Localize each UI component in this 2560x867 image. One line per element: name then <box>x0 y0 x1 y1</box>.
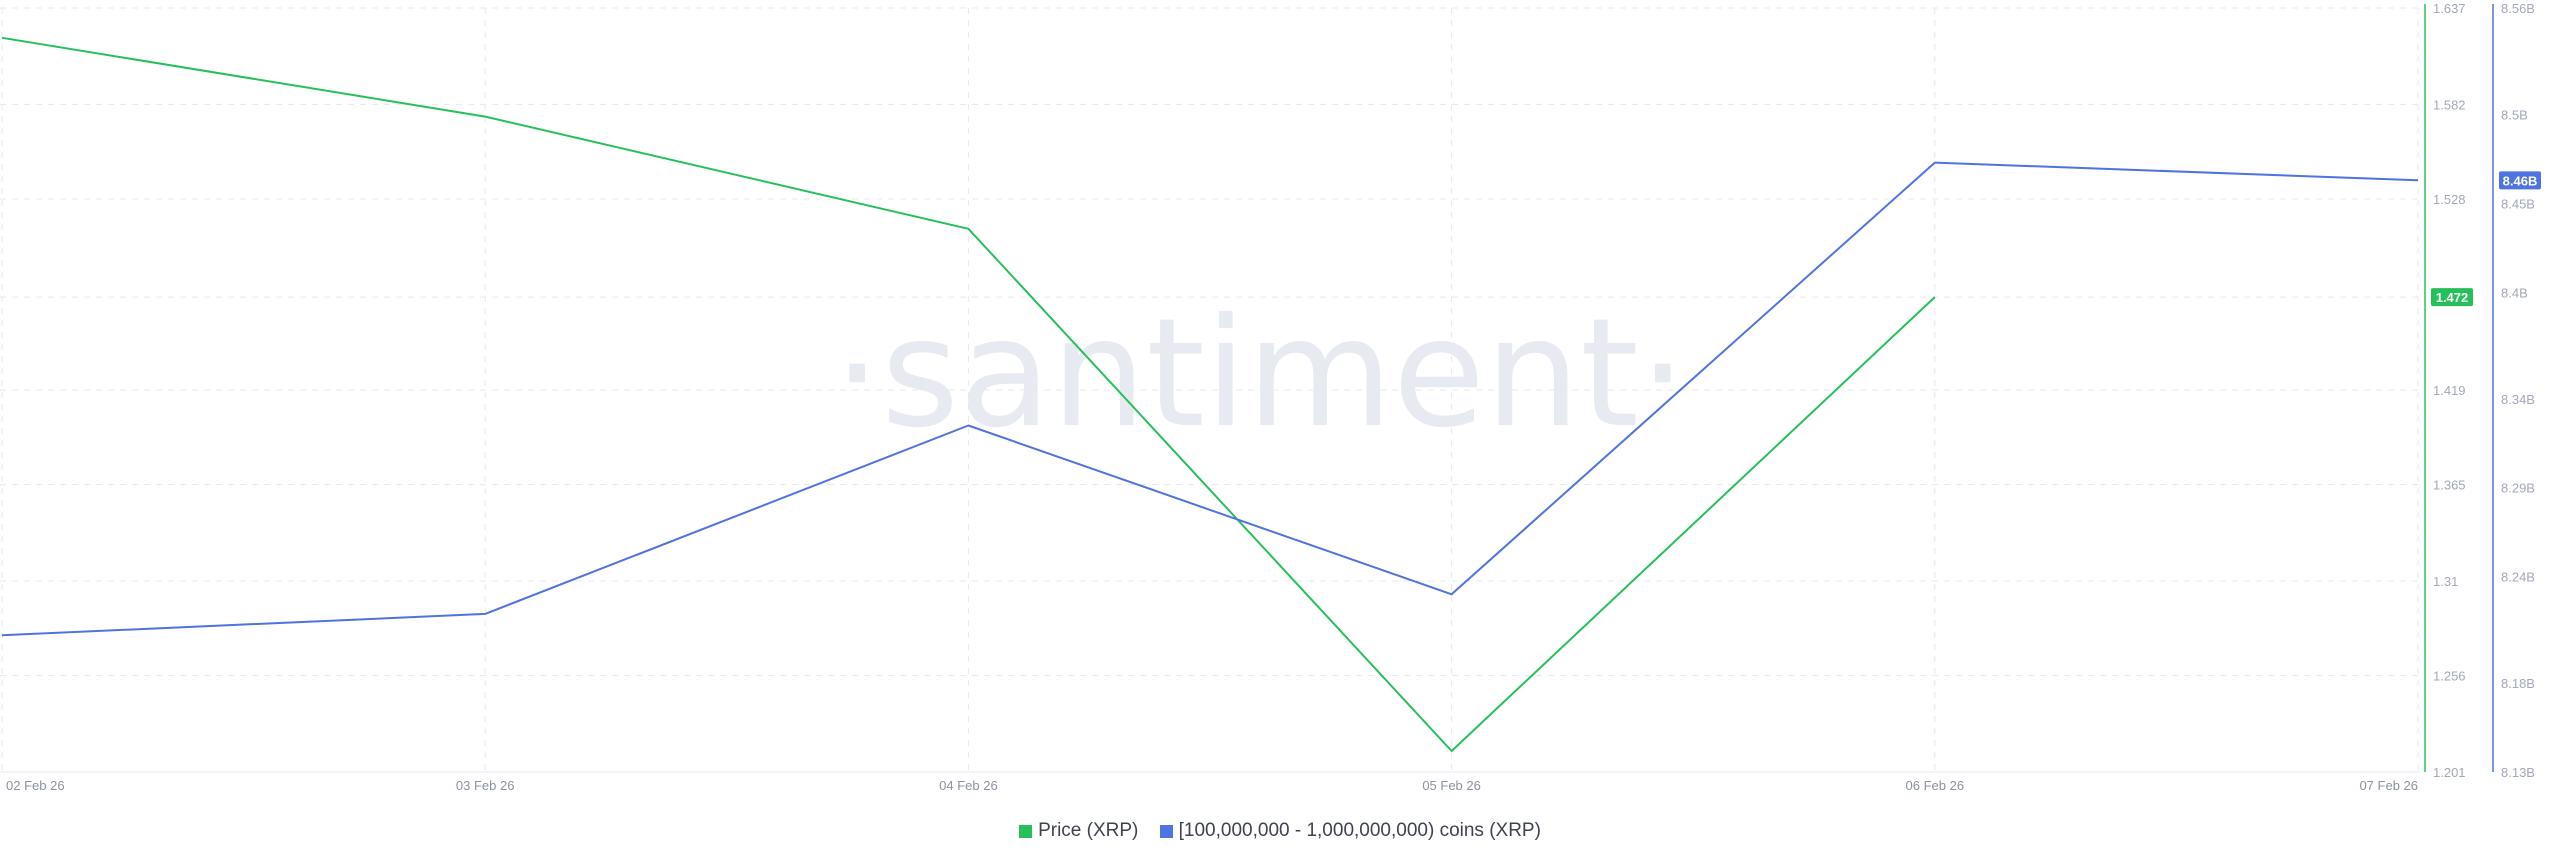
y-right-tick-label: 8.13B <box>2501 765 2535 780</box>
value-badge-bg-1 <box>2499 171 2541 190</box>
y-left-tick-label: 1.528 <box>2433 192 2466 207</box>
y-left-tick-label: 1.419 <box>2433 383 2466 398</box>
y-right-tick-label: 8.4B <box>2501 285 2528 300</box>
x-tick-label: 07 Feb 26 <box>2359 778 2418 793</box>
y-right-tick-label: 8.45B <box>2501 196 2535 211</box>
value-badges: 1.472 8.46B <box>2431 171 2541 307</box>
y-right-tick-label: 8.56B <box>2501 1 2535 16</box>
x-tick-label: 03 Feb 26 <box>456 778 515 793</box>
y-right-tick-label: 8.34B <box>2501 392 2535 407</box>
x-tick-label: 06 Feb 26 <box>1906 778 1965 793</box>
value-badge-bg-0 <box>2431 288 2473 307</box>
y-left-tick-label: 1.637 <box>2433 1 2466 16</box>
tick-labels: 1.637 1.582 1.528 1.419 1.365 1.31 1.256 1.201 8… <box>6 1 2535 793</box>
y-left-tick-label: 1.582 <box>2433 97 2466 112</box>
y-right-tick-label: 8.5B <box>2501 108 2528 123</box>
y-right-tick-label: 8.24B <box>2501 570 2535 585</box>
series-line-1 <box>1 161 2419 637</box>
series-lines <box>1 36 2419 752</box>
x-tick-label: 04 Feb 26 <box>939 778 998 793</box>
legend-label-holders: [100,000,000 - 1,000,000,000) coins (XRP… <box>1178 820 1541 841</box>
value-badge-label-1: 8.46B <box>2503 173 2538 188</box>
value-badge-label-0: 1.472 <box>2436 290 2469 305</box>
axes <box>0 4 2494 773</box>
y-left-tick-label: 1.256 <box>2433 669 2466 684</box>
x-tick-label: 02 Feb 26 <box>6 778 65 793</box>
legend-swatch-holders <box>1159 824 1173 838</box>
legend-item-holders[interactable]: [100,000,000 - 1,000,000,000) coins (XRP… <box>1159 820 1541 842</box>
gridlines <box>0 7 2420 773</box>
x-tick-label: 05 Feb 26 <box>1422 778 1481 793</box>
legend-label-price: Price (XRP) <box>1038 820 1139 841</box>
watermark: ·santiment· <box>833 287 1686 461</box>
y-left-tick-label: 1.365 <box>2433 478 2466 493</box>
y-right-tick-label: 8.18B <box>2501 676 2535 691</box>
y-left-tick-label: 1.31 <box>2433 574 2458 589</box>
y-right-tick-label: 8.29B <box>2501 481 2535 496</box>
legend-swatch-price <box>1019 824 1033 838</box>
legend: Price (XRP) [100,000,000 - 1,000,000,000… <box>0 820 2560 844</box>
legend-item-price[interactable]: Price (XRP) <box>1019 820 1138 842</box>
y-left-tick-label: 1.201 <box>2433 765 2466 780</box>
